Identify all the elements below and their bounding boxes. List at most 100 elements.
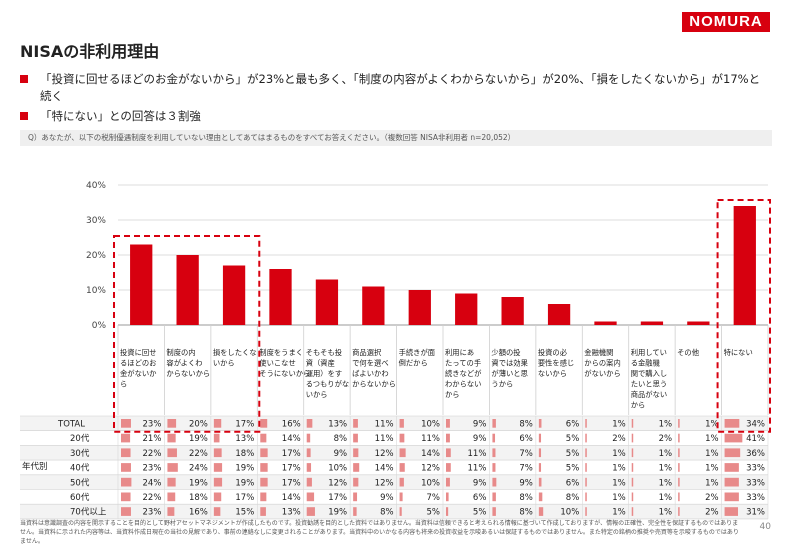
table-value: 33% [746,493,765,503]
category-label: 利用している金融機関で購入したいと思う商品がないから [631,348,667,410]
table-value: 33% [746,478,765,488]
table-value-bar [631,419,634,428]
table-value: 21% [143,434,162,444]
table-value: 12% [328,478,347,488]
survey-question: Q）あなたが、以下の税制優遇制度を利用していない理由としてあてはまるものをすべて… [20,130,772,146]
table-value: 17% [282,464,301,474]
table-value-bar [167,448,177,458]
table-value-bar [724,492,739,502]
table-value-bar [167,419,177,428]
table-value: 24% [143,478,162,488]
table-value: 1% [659,508,673,518]
table-value: 16% [189,508,208,518]
table-value: 17% [235,420,254,430]
y-tick-label: 20% [86,251,106,261]
table-value-bar [213,507,221,516]
table-value-bar [306,492,315,502]
table-value: 14% [282,434,301,444]
bullet-text: 「特にない」との回答は３割強 [40,109,201,123]
page-title: NISAの非利用理由 [20,42,160,61]
table-value: 8% [566,493,580,503]
table-value: 5% [566,464,580,474]
bar [594,321,617,325]
table-value: 14% [421,449,440,459]
table-value-bar [167,507,175,516]
table-value-bar [121,448,131,458]
table-value-bar [492,507,496,516]
table-value-bar [306,419,313,428]
table-value-bar [213,463,223,472]
table-value: 12% [421,464,440,474]
table-value-bar [724,463,739,472]
table-value-bar [213,433,220,443]
table-value-bar [399,419,404,428]
table-value: 1% [612,464,626,474]
table-value: 8% [519,493,533,503]
table-value: 8% [519,508,533,518]
table-value: 19% [328,508,347,518]
table-value: 11% [375,434,394,444]
table-value: 16% [282,420,301,430]
table-value-bar [260,492,267,502]
table-value: 14% [375,464,394,474]
table-row-label: 70代以上 [70,507,107,518]
table-value: 13% [282,508,301,518]
table-value: 17% [282,449,301,459]
table-value-bar [306,433,311,443]
table-value: 8% [519,420,533,430]
table-value: 15% [235,508,254,518]
table-value: 23% [143,508,162,518]
category-label: 利用にあたっての手続きなどがわからないから [445,348,482,399]
table-value-bar [446,433,450,443]
table-value: 1% [612,420,626,430]
table-value-bar [306,448,311,458]
table-row-band [20,474,768,490]
table-value-bar [121,463,131,472]
table-value-bar [585,448,587,458]
category-label: 少額の投資では効果が薄いと思うから [491,348,528,389]
table-value: 1% [612,493,626,503]
table-value-bar [678,492,680,502]
table-row-label: 30代 [70,448,90,459]
table-value-bar [678,477,680,487]
category-label: そもそも投資（資産運用）をするつもりがないから [306,348,350,399]
table-value: 1% [705,478,719,488]
age-group-label: 年代別 [22,461,48,472]
category-label: 制度をうまく使いこなせそうにないから [259,348,310,378]
table-value: 17% [235,493,254,503]
table-value-bar [167,463,178,472]
bar [222,265,246,325]
table-value: 10% [421,420,440,430]
category-label: 金融機関からの案内がないから [584,348,620,378]
table-value-bar [260,477,268,487]
table-value: 5% [566,434,580,444]
table-value: 6% [566,478,580,488]
table-value: 17% [282,478,301,488]
table-value-bar [213,419,222,428]
table-value-bar [167,492,176,502]
bar [269,269,292,325]
table-value: 24% [189,464,208,474]
bullet-point: 「特にない」との回答は３割強 [20,108,770,125]
y-tick-label: 0% [92,321,107,331]
table-value-bar [538,477,542,487]
bullet-point: 「投資に回せるほどのお金がないから」が23%と最も多く、「制度の内容がよくわから… [20,71,770,105]
table-value-bar [121,507,131,516]
table-row-label: 20代 [70,433,90,444]
table-value: 1% [705,449,719,459]
bar [176,255,199,325]
table-value-bar [167,433,176,443]
table-value-bar [492,492,496,502]
table-value-bar [121,419,131,428]
table-value: 18% [235,449,254,459]
table-value-bar [631,433,634,443]
table-value-bar [260,419,268,428]
table-value: 5% [473,508,487,518]
table-value-bar [724,448,741,458]
table-value: 10% [421,478,440,488]
table-value: 41% [746,434,765,444]
table-value-bar [724,433,743,443]
table-value: 11% [468,464,487,474]
table-value: 22% [143,449,162,459]
table-value-bar [353,492,358,502]
